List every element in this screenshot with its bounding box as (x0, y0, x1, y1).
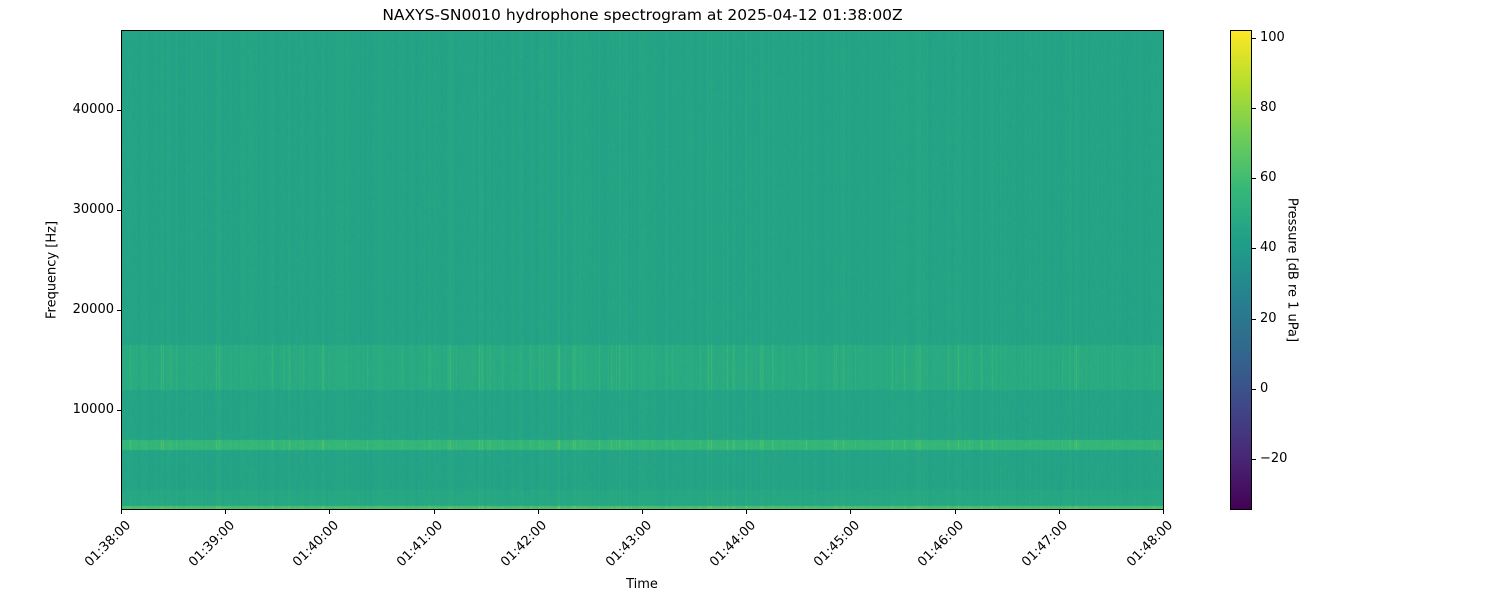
spectrogram-image (122, 31, 1163, 509)
x-tick-mark (537, 510, 539, 514)
x-tick-mark (433, 510, 435, 514)
colorbar-tick-mark (1252, 388, 1256, 390)
x-tick-label: 01:48:00 (1123, 518, 1176, 570)
colorbar-tick-mark (1252, 108, 1256, 110)
x-tick-label: 01:41:00 (394, 518, 447, 570)
y-tick-label: 40000 (72, 102, 114, 117)
x-tick-mark (746, 510, 748, 514)
colorbar-tick-mark (1252, 248, 1256, 250)
colorbar-tick-mark (1252, 318, 1256, 320)
colorbar-tick-label: 0 (1260, 380, 1269, 396)
x-tick-mark (850, 510, 852, 514)
y-tick-label: 10000 (72, 402, 114, 417)
x-tick-label: 01:45:00 (811, 518, 864, 570)
y-tick-mark (117, 210, 121, 211)
colorbar-tick-mark (1252, 38, 1256, 40)
colorbar-tick-label: 60 (1260, 170, 1277, 186)
y-tick-mark (117, 110, 121, 111)
colorbar-tick-mark (1252, 178, 1256, 180)
y-tick-label: 20000 (72, 302, 114, 317)
y-tick-mark (117, 310, 121, 311)
x-tick-label: 01:47:00 (1019, 518, 1072, 570)
colorbar-tick-label: −20 (1260, 450, 1288, 466)
x-tick-label: 01:42:00 (498, 518, 551, 570)
x-tick-mark (225, 510, 227, 514)
x-tick-label: 01:39:00 (185, 518, 238, 570)
x-tick-mark (954, 510, 956, 514)
y-tick-label: 30000 (72, 202, 114, 217)
x-tick-mark (1058, 510, 1060, 514)
colorbar (1230, 30, 1252, 510)
colorbar-tick-label: 80 (1260, 100, 1277, 116)
x-tick-label: 01:44:00 (706, 518, 759, 570)
x-axis-label: Time (626, 577, 658, 592)
x-tick-mark (121, 510, 122, 514)
colorbar-tick-label: 100 (1260, 30, 1285, 46)
x-tick-mark (329, 510, 331, 514)
x-tick-label: 01:46:00 (915, 518, 968, 570)
chart-title: NAXYS-SN0010 hydrophone spectrogram at 2… (382, 6, 903, 24)
x-tick-label: 01:38:00 (81, 518, 134, 570)
colorbar-label: Pressure [dB re 1 uPa] (1284, 197, 1300, 343)
x-tick-mark (1163, 510, 1164, 514)
colorbar-tick-label: 40 (1260, 240, 1277, 256)
colorbar-tick-label: 20 (1260, 310, 1277, 326)
y-tick-mark (117, 410, 121, 411)
spectrogram-plot-area (121, 30, 1164, 510)
x-tick-label: 01:43:00 (602, 518, 655, 570)
x-tick-label: 01:40:00 (290, 518, 343, 570)
y-axis-label: Frequency [Hz] (44, 220, 60, 320)
x-tick-mark (642, 510, 643, 514)
colorbar-tick-mark (1252, 458, 1256, 460)
